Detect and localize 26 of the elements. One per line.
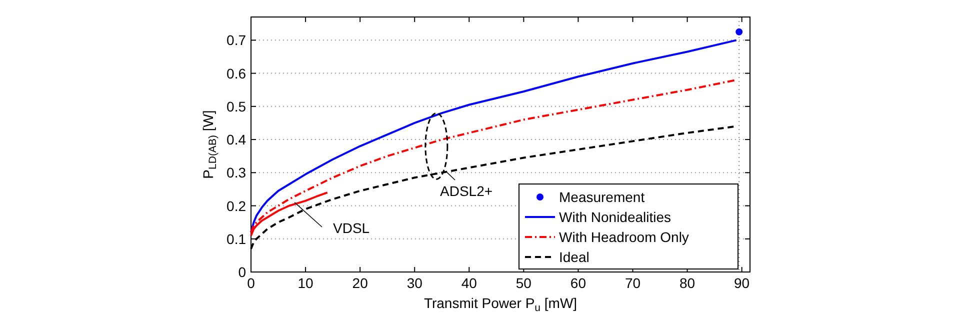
- y-tick-label: 0.3: [226, 164, 246, 181]
- x-tick-label: 80: [679, 275, 696, 291]
- x-tick-label: 50: [516, 275, 532, 291]
- x-tick-label: 60: [570, 275, 586, 291]
- line-series: [250, 39, 738, 234]
- legend-label: With Nonidealities: [559, 209, 672, 225]
- y-tick-label: 0.1: [226, 230, 246, 247]
- y-tick-label: 0.4: [226, 132, 246, 148]
- annotation: VDSL: [333, 220, 370, 236]
- line-series: [250, 78, 738, 234]
- x-tick-label: 90: [734, 275, 750, 291]
- legend-label: Measurement: [559, 189, 645, 205]
- x-tick-label: 10: [298, 275, 314, 291]
- annotation: ADSL2+: [440, 183, 493, 199]
- y-tick-label: 0.2: [226, 198, 246, 214]
- legend-label: With Headroom Only: [559, 229, 689, 245]
- y-tick-label: 0.6: [226, 65, 246, 82]
- x-tick-label: 70: [624, 275, 641, 291]
- x-tick-label: 20: [352, 275, 368, 291]
- y-tick-label: 0: [238, 264, 246, 280]
- x-axis-title: Transmit Power P$_{u}$ [mW]: [424, 295, 578, 314]
- y-tick-label: 0.5: [226, 98, 246, 114]
- x-tick-label: 40: [461, 275, 478, 291]
- x-tick-label: 30: [406, 275, 423, 291]
- legend-label: Ideal: [559, 249, 590, 265]
- y-tick-label: 0.7: [226, 32, 246, 48]
